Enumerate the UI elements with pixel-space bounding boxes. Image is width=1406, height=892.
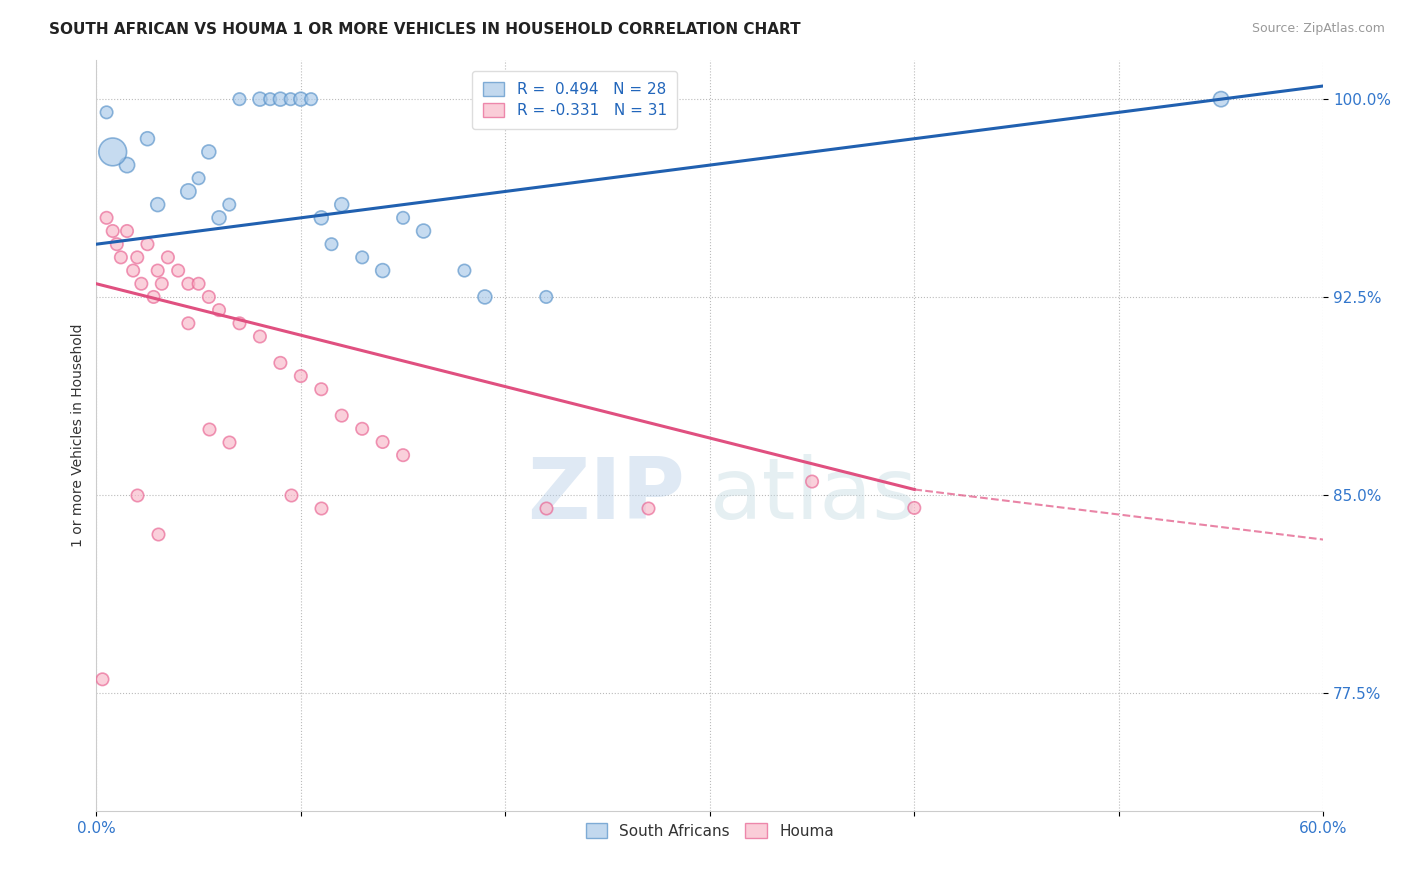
Point [218,434,240,449]
Point [156,251,179,265]
Point [269,92,291,106]
Point [177,185,200,199]
Point [801,475,824,489]
Point [91,673,114,687]
Text: atlas: atlas [710,454,918,537]
Point [534,500,557,515]
Point [330,197,353,211]
Point [392,211,415,225]
Point [150,277,173,291]
Point [280,92,302,106]
Point [218,197,240,211]
Legend: South Africans, Houma: South Africans, Houma [579,817,839,845]
Point [352,422,374,436]
Point [198,290,221,304]
Point [131,277,153,291]
Point [127,488,149,502]
Point [321,237,343,252]
Point [101,145,124,159]
Point [187,171,209,186]
Point [136,132,159,146]
Point [474,290,496,304]
Point [228,92,250,106]
Point [259,92,281,106]
Point [146,527,169,541]
Point [101,224,124,238]
Point [177,316,200,330]
Point [127,251,149,265]
Point [146,197,169,211]
Point [187,277,209,291]
Point [392,448,415,462]
Point [311,211,333,225]
Point [352,251,374,265]
Point [269,356,291,370]
Point [228,316,250,330]
Point [142,290,165,304]
Point [534,290,557,304]
Point [115,158,138,172]
Point [280,488,302,502]
Point [105,237,128,252]
Text: Source: ZipAtlas.com: Source: ZipAtlas.com [1251,22,1385,36]
Text: ZIP: ZIP [527,454,685,537]
Point [290,369,312,384]
Point [177,277,200,291]
Point [330,409,353,423]
Point [96,105,118,120]
Point [453,263,475,277]
Point [146,263,169,277]
Point [198,422,221,436]
Point [412,224,434,238]
Y-axis label: 1 or more Vehicles in Household: 1 or more Vehicles in Household [72,324,86,547]
Point [136,237,159,252]
Point [299,92,322,106]
Point [311,500,333,515]
Point [167,263,190,277]
Point [311,382,333,396]
Text: SOUTH AFRICAN VS HOUMA 1 OR MORE VEHICLES IN HOUSEHOLD CORRELATION CHART: SOUTH AFRICAN VS HOUMA 1 OR MORE VEHICLE… [49,22,801,37]
Point [110,251,132,265]
Point [1209,92,1232,106]
Point [290,92,312,106]
Point [637,500,659,515]
Point [96,211,118,225]
Point [122,263,145,277]
Point [115,224,138,238]
Point [371,434,394,449]
Point [208,303,231,318]
Point [903,500,925,515]
Point [198,145,221,159]
Point [371,263,394,277]
Point [208,211,231,225]
Point [249,92,271,106]
Point [249,329,271,343]
